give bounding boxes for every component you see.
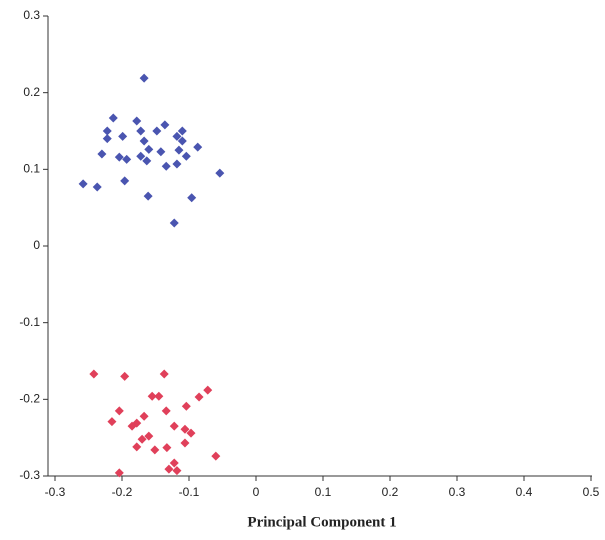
point: [186, 428, 196, 438]
point: [177, 136, 187, 146]
point: [136, 126, 146, 136]
point: [120, 371, 130, 381]
x-tick-label: 0: [253, 485, 260, 499]
x-tick-label: 0.3: [449, 485, 466, 499]
y-tick-label: 0.3: [23, 8, 40, 22]
point: [147, 391, 157, 401]
y-tick-label: 0.1: [23, 162, 40, 176]
point: [180, 438, 190, 448]
point: [139, 73, 149, 83]
point: [102, 126, 112, 136]
point: [181, 151, 191, 161]
point: [154, 391, 164, 401]
point: [152, 126, 162, 136]
point: [144, 144, 154, 154]
point: [114, 152, 124, 162]
point: [174, 145, 184, 155]
point: [181, 401, 191, 411]
point: [118, 131, 128, 141]
x-tick-label: 0.1: [315, 485, 332, 499]
x-tick-label: -0.3: [45, 485, 66, 499]
point: [203, 385, 213, 395]
point: [162, 443, 172, 453]
point: [150, 445, 160, 455]
point: [160, 120, 170, 130]
x-tick-label: 0.4: [516, 485, 533, 499]
point: [102, 134, 112, 144]
point: [172, 466, 182, 476]
point: [159, 369, 169, 379]
point: [177, 126, 187, 136]
point: [143, 191, 153, 201]
point: [122, 154, 132, 164]
x-tick-label: -0.2: [112, 485, 133, 499]
point: [89, 369, 99, 379]
point: [142, 156, 152, 166]
x-tick-label: -0.1: [179, 485, 200, 499]
point: [132, 116, 142, 126]
point: [114, 468, 124, 478]
point: [180, 424, 190, 434]
point: [97, 149, 107, 159]
y-tick-label: 0: [33, 238, 40, 252]
point: [161, 406, 171, 416]
point: [169, 421, 179, 431]
point: [187, 193, 197, 203]
x-tick-label: 0.5: [583, 485, 600, 499]
point: [169, 458, 179, 468]
point: [92, 182, 102, 192]
point: [136, 151, 146, 161]
point: [139, 136, 149, 146]
point: [156, 147, 166, 157]
point: [194, 392, 204, 402]
point: [120, 176, 130, 186]
y-tick-label: -0.1: [19, 315, 40, 329]
point: [139, 411, 149, 421]
point: [78, 179, 88, 189]
point: [164, 464, 174, 474]
point: [108, 113, 118, 123]
y-tick-label: -0.3: [19, 468, 40, 482]
point: [137, 434, 147, 444]
point: [114, 406, 124, 416]
point: [193, 142, 203, 152]
point: [127, 421, 137, 431]
y-tick-label: -0.2: [19, 392, 40, 406]
x-tick-label: 0.2: [382, 485, 399, 499]
point: [215, 168, 225, 178]
point: [132, 442, 142, 452]
point: [161, 161, 171, 171]
x-axis-label: Principal Component 1: [247, 514, 396, 530]
point: [172, 131, 182, 141]
point: [169, 218, 179, 228]
y-tick-label: 0.2: [23, 85, 40, 99]
point: [211, 451, 221, 461]
point: [144, 431, 154, 441]
point: [172, 159, 182, 169]
point: [107, 417, 117, 427]
